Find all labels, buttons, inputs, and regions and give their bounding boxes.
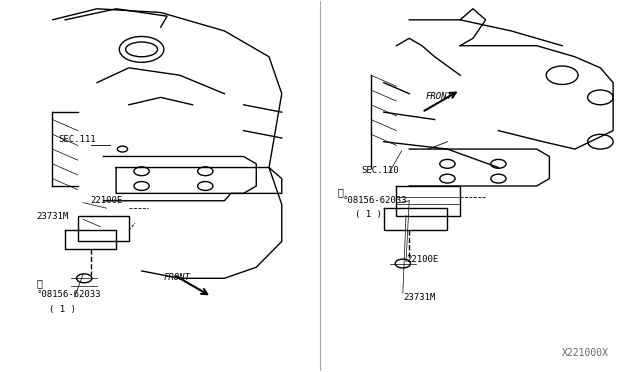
- Text: 23731M: 23731M: [403, 294, 435, 302]
- Text: Ⓑ: Ⓑ: [337, 187, 343, 197]
- Text: Ⓑ: Ⓑ: [36, 278, 42, 288]
- Text: 22100E: 22100E: [91, 196, 123, 205]
- Text: X221000X: X221000X: [562, 348, 609, 358]
- Text: °08156-62033: °08156-62033: [342, 196, 407, 205]
- Text: FRONT: FRONT: [425, 92, 452, 101]
- Text: ( 1 ): ( 1 ): [355, 211, 382, 219]
- Text: 22100E: 22100E: [406, 255, 438, 264]
- Text: SEC.110: SEC.110: [362, 166, 399, 175]
- Text: 23731M: 23731M: [36, 212, 68, 221]
- Text: °08156-62033: °08156-62033: [36, 290, 101, 299]
- Text: ( 1 ): ( 1 ): [49, 305, 76, 314]
- Text: FRONT: FRONT: [164, 273, 191, 282]
- Text: SEC.111: SEC.111: [59, 135, 97, 144]
